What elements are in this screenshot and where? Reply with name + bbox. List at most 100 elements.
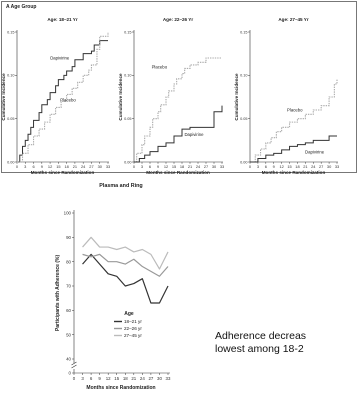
y-tick-label: 0.00	[7, 160, 14, 164]
x-tick-label: 6	[90, 376, 93, 381]
series-line-dapivirine	[134, 105, 223, 163]
x-tick-label: 12	[279, 164, 283, 169]
series-label-dapivirine: Dapivirine	[50, 56, 70, 61]
caption-line-1: Adherence decreas	[215, 330, 307, 342]
x-tick-label: 3	[81, 376, 84, 381]
y-tick-label: 0.00	[124, 160, 131, 164]
y-tick-label: 0.05	[7, 117, 14, 121]
x-tick-label: 3	[257, 164, 259, 169]
y-tick-label: 90	[66, 235, 71, 240]
x-tick-label: 27	[204, 164, 208, 169]
incidence-chart-18-21: Age: 18–21 Yr0.000.050.100.150 3 6 9 12 15 18 2…	[1, 17, 339, 175]
incidence-chart-18-21: Age: 18–21 Yr0.000.050.100.150 3 6 9 12 15 18 2…	[1, 17, 110, 175]
y-tick-label: 80	[66, 259, 71, 264]
y-tick-label: 0.10	[7, 74, 14, 78]
x-tick-label: 9	[98, 376, 101, 381]
y-axis-label: Cumulative Incidence	[234, 73, 239, 121]
x-tick-label: 27	[89, 164, 93, 169]
y-tick-label: 0.10	[124, 74, 131, 78]
series-label-placebo: Placebo	[287, 108, 303, 113]
x-tick-label: 6	[32, 164, 34, 169]
chart-title: Plasma and Ring	[99, 183, 142, 189]
x-tick-label: 33	[106, 164, 110, 169]
x-tick-label: 33	[166, 376, 171, 381]
legend-label: 22–26 yr	[124, 326, 142, 331]
x-tick-label: 18	[64, 164, 68, 169]
x-tick-label: 15	[56, 164, 60, 169]
legend-title: Age	[124, 311, 134, 317]
x-tick-label: 24	[81, 164, 86, 169]
x-tick-label: 30	[98, 164, 103, 169]
legend-label: 18–21 yr	[124, 319, 142, 324]
series-line-placebo	[134, 57, 222, 163]
x-tick-label: 0	[133, 164, 136, 169]
x-tick-label: 27	[319, 164, 323, 169]
y-tick-label: 100	[64, 211, 72, 216]
series-label-dapivirine: Dapivirine	[184, 132, 204, 137]
y-tick-label: 0.05	[124, 117, 131, 121]
x-tick-label: 12	[106, 376, 111, 381]
series-line-placebo	[250, 79, 338, 163]
x-tick-label: 18	[180, 164, 184, 169]
y-axis-label: Cumulative Incidence	[118, 73, 123, 121]
legend: Age 18–21 yr 22–26 yr 27–45 yr	[114, 311, 142, 338]
series-label-dapivirine: Dapivirine	[305, 149, 325, 154]
incidence-chart-22-26: Age: 22–26 Yr 0.00 0.05 0.10 0.15 0 3 6 9 12 15 18 2…	[118, 17, 224, 175]
x-tick-label: 3	[141, 164, 143, 169]
x-tick-label: 6	[149, 164, 151, 169]
x-tick-label: 0	[73, 376, 76, 381]
caption: Adherence decreas lowest among 18-2	[215, 330, 306, 356]
x-axis-label: Months since Randomization	[31, 170, 95, 175]
x-tick-label: 9	[273, 164, 275, 169]
y-tick-label: 0.05	[240, 117, 247, 121]
series-line-18-21	[82, 253, 169, 304]
x-tick-label: 30	[157, 376, 162, 381]
y-tick-label: 0.15	[240, 30, 247, 34]
incidence-chart-27-45: Age: 27–45 Yr 0.00 0.05 0.10 0.15 0 3 6 9 12 15 18 2…	[234, 17, 339, 175]
x-tick-label: 30	[212, 164, 217, 169]
x-tick-label: 15	[172, 164, 176, 169]
x-tick-label: 9	[41, 164, 43, 169]
x-tick-label: 15	[114, 376, 119, 381]
series-line-dapivirine	[250, 135, 337, 163]
series-line-22-26	[82, 253, 169, 277]
x-tick-label: 12	[48, 164, 52, 169]
x-tick-label: 27	[148, 376, 153, 381]
x-tick-label: 21	[188, 164, 192, 169]
y-tick-label: 0.00	[240, 160, 247, 164]
chart-title: Age: 22–26 Yr	[163, 17, 194, 22]
x-tick-label: 24	[140, 376, 145, 381]
y-tick-label: 70	[66, 284, 71, 289]
x-tick-label: 21	[73, 164, 77, 169]
y-tick-label: 0.15	[124, 30, 131, 34]
series-label-placebo: Placebo	[60, 97, 76, 102]
y-tick-label: 40	[66, 357, 71, 362]
x-tick-label: 18	[123, 376, 128, 381]
y-tick-label: 50	[66, 332, 71, 337]
y-axis-label: Participants with Adherence (%)	[55, 255, 61, 332]
x-tick-label: 9	[157, 164, 159, 169]
x-tick-label: 0	[16, 164, 19, 169]
panel-frame	[1, 1, 357, 173]
x-tick-label: 24	[311, 164, 316, 169]
x-tick-label: 18	[295, 164, 299, 169]
chart-title: Age: 27–45 Yr	[278, 17, 309, 22]
x-tick-label: 21	[131, 376, 136, 381]
section-label: A Age Group	[6, 4, 37, 10]
x-axis-label: Months since Randomization	[86, 385, 155, 391]
x-tick-label: 33	[335, 164, 339, 169]
x-tick-label: 24	[196, 164, 201, 169]
axis-break-mark	[71, 361, 77, 366]
y-axis-label: Cumulative Incidence	[1, 73, 6, 121]
x-tick-label: 12	[164, 164, 168, 169]
x-tick-label: 21	[303, 164, 307, 169]
x-tick-label: 0	[249, 164, 252, 169]
x-tick-label: 15	[287, 164, 291, 169]
x-tick-label: 33	[220, 164, 224, 169]
x-axis-label: Months since Randomization	[146, 170, 210, 175]
y-tick-label: 60	[66, 308, 71, 313]
series-line-dapivirine	[17, 40, 108, 163]
series-line-27-45	[82, 236, 169, 270]
